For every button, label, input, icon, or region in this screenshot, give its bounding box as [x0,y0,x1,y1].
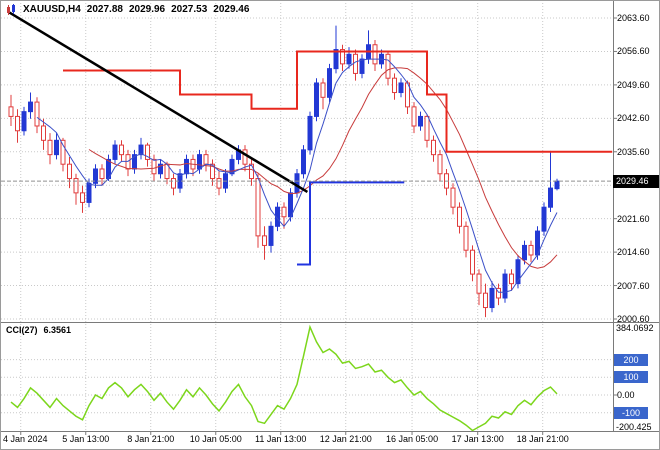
ohlc-open: 2027.88 [86,4,123,15]
indicator-value: 6.3561 [43,325,72,335]
ohlc-close: 2029.46 [213,4,250,15]
candlestick-chart-icon [6,4,17,15]
ohlc-low: 2027.53 [171,4,208,15]
indicator-name: CCI(27) [6,325,38,335]
time-axis[interactable] [1,431,659,449]
indicator-header: CCI(27) 6.3561 [6,325,71,335]
chart-header: XAUUSD,H4 2027.88 2029.96 2027.53 2029.4… [6,4,249,15]
symbol-timeframe: XAUUSD,H4 [23,4,81,15]
price-axis[interactable] [613,1,659,431]
ohlc-high: 2029.96 [128,4,166,15]
